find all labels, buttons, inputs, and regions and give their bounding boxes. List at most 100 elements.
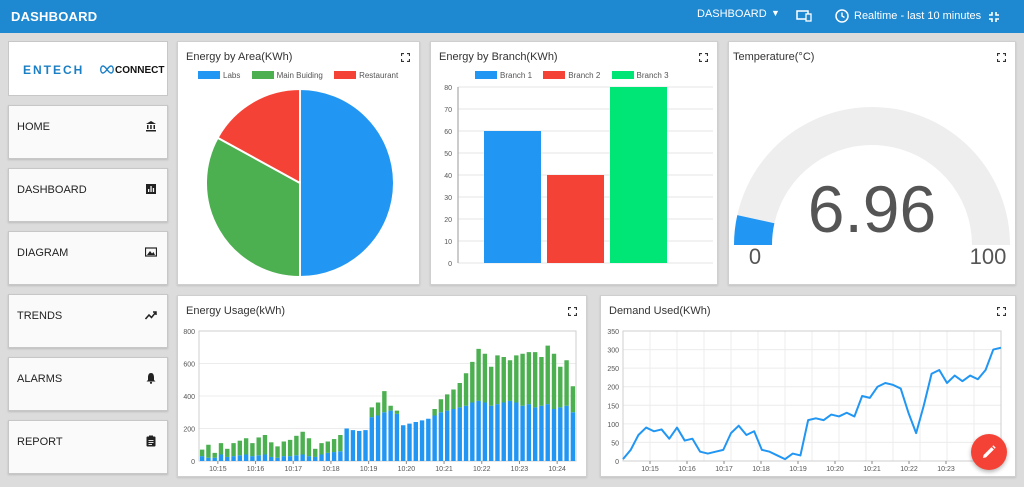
expand-icon[interactable] <box>997 53 1006 62</box>
bar <box>610 87 667 263</box>
expand-icon[interactable] <box>997 307 1006 316</box>
bar <box>547 175 604 263</box>
dashboard-select[interactable]: DASHBOARD <box>697 8 767 20</box>
bar-segment <box>243 438 249 455</box>
devices-icon[interactable] <box>796 10 812 22</box>
energy-by-area-panel: Energy by Area(KWh) Labs Main Buiding Re… <box>177 41 420 285</box>
plot-frame <box>198 330 577 462</box>
gauge-value: 6.96 <box>808 172 936 246</box>
bar-segment <box>394 410 400 414</box>
x-tick-label: 10:20 <box>398 466 416 473</box>
x-tick-label: 10:22 <box>473 466 491 473</box>
bar-segment <box>463 405 469 461</box>
bar-segment <box>570 412 576 461</box>
bar-segment <box>539 405 544 461</box>
bar-segment <box>250 443 255 457</box>
sidebar-item-label: DIAGRAM <box>17 247 69 259</box>
sidebar-item-diagram[interactable]: DIAGRAM <box>8 231 168 285</box>
bar-segment <box>558 407 563 461</box>
expand-icon[interactable] <box>401 53 410 62</box>
bar-segment <box>545 345 550 405</box>
bar-segment <box>388 410 393 461</box>
bar-segment <box>388 405 393 411</box>
sidebar-item-label: ALARMS <box>17 373 63 385</box>
bar-segment <box>313 448 318 457</box>
bar-segment <box>237 455 243 461</box>
brand-logo[interactable]: ENTECH CONNECT <box>8 41 168 96</box>
clock-icon[interactable] <box>835 9 849 23</box>
expand-icon[interactable] <box>699 53 708 62</box>
y-tick-label: 250 <box>607 366 619 373</box>
bar-segment <box>413 422 418 461</box>
demand-series-line <box>622 346 1002 461</box>
demand-used-panel: Demand Used(KWh) 0 50 100 150 200 250 300 350 10… <box>600 295 1016 477</box>
image-icon <box>145 247 157 257</box>
expand-icon[interactable] <box>568 307 577 316</box>
bar-segment <box>463 373 469 406</box>
bar-chart-icon <box>146 184 156 194</box>
bar-segment <box>476 348 481 401</box>
branch-legend: Branch 1 Branch 2 Branch 3 <box>475 71 678 80</box>
bar-segment <box>432 409 437 416</box>
y-tick-label: 50 <box>611 440 619 447</box>
y-tick-label: 200 <box>183 427 195 434</box>
bar-segment <box>444 394 450 411</box>
y-tick-label: 30 <box>444 195 452 202</box>
bar-segment <box>319 454 324 461</box>
bar-segment <box>306 456 312 461</box>
sidebar-item-label: HOME <box>17 121 50 133</box>
bar-segment <box>438 412 444 461</box>
fullscreen-exit-icon[interactable] <box>988 11 1000 23</box>
bar-segment <box>520 405 525 461</box>
panel-title: Energy by Area(KWh) <box>186 51 293 63</box>
bar-segment <box>256 455 261 461</box>
bar-segment <box>199 449 205 457</box>
x-tick-label: 10:22 <box>900 466 918 473</box>
sidebar-item-home[interactable]: HOME <box>8 105 168 159</box>
panel-title: Energy Usage(kWh) <box>186 305 286 317</box>
realtime-range[interactable]: Realtime - last 10 minutes <box>854 10 982 22</box>
y-tick-label: 600 <box>183 362 195 369</box>
pie-slice <box>299 87 395 279</box>
y-tick-label: 60 <box>444 129 452 136</box>
bar-segment <box>287 439 293 457</box>
x-tick-label: 10:23 <box>511 466 529 473</box>
plot-frame <box>622 330 1002 462</box>
x-tick-label: 10:20 <box>826 466 844 473</box>
edit-fab-button[interactable] <box>971 434 1007 470</box>
bar-segment <box>482 353 488 403</box>
sidebar-item-label: REPORT <box>17 436 63 448</box>
sidebar-item-label: DASHBOARD <box>17 184 87 196</box>
bar-segment <box>256 437 261 456</box>
sidebar-item-trends[interactable]: TRENDS <box>8 294 168 348</box>
logo-text-connect: CONNECT <box>115 65 165 76</box>
gauge-track <box>737 106 1010 245</box>
bar-segment <box>231 443 236 457</box>
chevron-down-icon[interactable]: ▼ <box>771 8 780 18</box>
bar-segment <box>501 402 506 461</box>
bar-segment <box>231 456 236 461</box>
bar-segment <box>375 402 381 416</box>
sidebar-item-report[interactable]: REPORT <box>8 420 168 474</box>
bar-segment <box>501 357 506 403</box>
y-tick-label: 40 <box>444 173 452 180</box>
bar-segment <box>250 456 255 461</box>
x-tick-label: 10:19 <box>789 466 807 473</box>
y-tick-label: 350 <box>607 329 619 336</box>
bar-segment <box>237 440 243 456</box>
bar-segment <box>551 409 557 461</box>
bar-segment <box>369 417 374 461</box>
bar-segment <box>382 391 387 413</box>
bar-segment <box>532 352 538 408</box>
bar-segment <box>394 413 400 461</box>
pie-slice <box>216 87 301 185</box>
bar-segment <box>243 454 249 461</box>
temperature-panel: Temperature(°C) 6.96 0 100 <box>728 41 1016 285</box>
bar-segment <box>520 353 525 406</box>
bar-segment <box>495 355 500 405</box>
bar-segment <box>294 435 299 456</box>
sidebar-item-dashboard[interactable]: DASHBOARD <box>8 168 168 222</box>
demand-line-chart: 0 50 100 150 200 250 300 350 10:15 10:16 10:17 10:1… <box>607 329 1002 473</box>
sidebar-item-alarms[interactable]: ALARMS <box>8 357 168 411</box>
bar-segment <box>357 430 362 461</box>
